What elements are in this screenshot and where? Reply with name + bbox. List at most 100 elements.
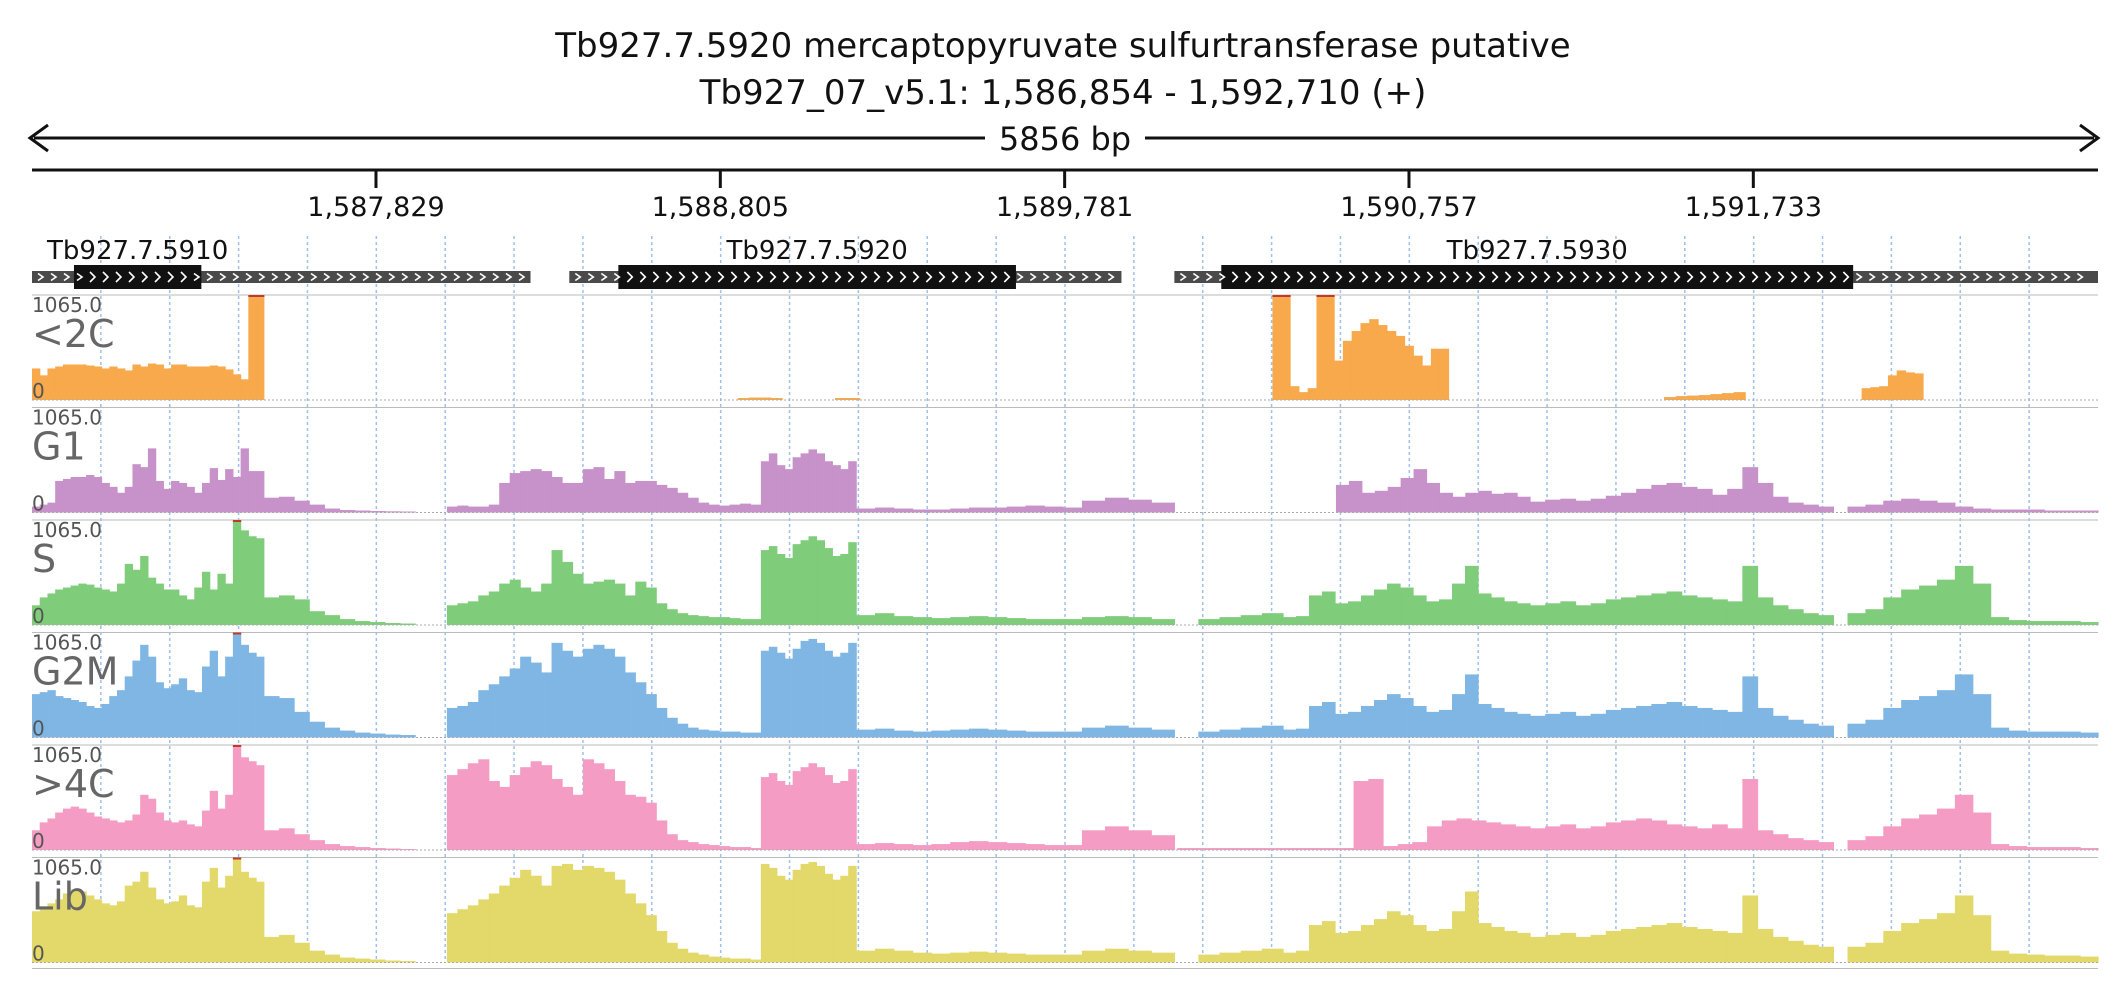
- coverage-bar: [1025, 844, 1045, 850]
- coverage-segment: [1529, 565, 1834, 625]
- coverage-bar: [354, 510, 371, 513]
- strand-chevrons: [37, 271, 526, 283]
- y-min-label: 0: [32, 604, 45, 628]
- coverage-bar: [339, 510, 356, 513]
- coverage-bar: [278, 698, 295, 738]
- coverage-bar: [1818, 725, 1834, 738]
- coverage-bar: [163, 903, 172, 963]
- coverage-bar: [2044, 847, 2063, 850]
- coverage-bar: [729, 504, 741, 513]
- coverage-bar: [708, 730, 720, 738]
- coverage-bar: [509, 473, 521, 513]
- coverage-bar: [541, 672, 553, 738]
- coverage-bar: [1063, 954, 1083, 963]
- coverage-bar: [1727, 601, 1743, 625]
- coverage-bar: [1465, 674, 1479, 738]
- coverage-bar: [614, 656, 626, 738]
- coverage-bar: [478, 506, 490, 513]
- coverage-bar: [2008, 846, 2028, 850]
- coverage-bar: [248, 471, 257, 513]
- coverage-bar: [86, 365, 95, 400]
- coverage-bar: [140, 794, 149, 850]
- coverage-bar: [55, 696, 64, 738]
- ruler-tick-label: 1,588,805: [652, 192, 789, 223]
- coverage-bar: [354, 621, 371, 625]
- coverage-bar: [1990, 509, 2010, 513]
- coverage-bar: [1575, 605, 1592, 625]
- coverage-bar: [1757, 830, 1774, 850]
- coverage-bar: [729, 618, 741, 625]
- coverage-bar: [1361, 705, 1375, 738]
- coverage-segment: [760, 449, 857, 513]
- coverage-bar: [1198, 619, 1221, 625]
- coverage-bar: [824, 461, 833, 513]
- coverage-bar: [603, 478, 615, 513]
- coverage-bar: [1322, 591, 1336, 625]
- coverage-bar: [950, 842, 970, 850]
- coverage-bar: [186, 486, 195, 513]
- coverage-segment: [1081, 826, 1175, 850]
- coverage-bar: [1621, 820, 1637, 850]
- coverage-bar: [1666, 824, 1683, 850]
- coverage-bar: [1529, 936, 1546, 963]
- coverage-bar: [1044, 954, 1064, 963]
- coverage-bar: [1936, 502, 1956, 513]
- coverage-bar: [163, 368, 172, 400]
- ruler-tick-label: 1,587,829: [307, 192, 444, 223]
- coverage-bar: [1803, 944, 1819, 963]
- coverage-bar: [256, 656, 265, 738]
- coverage-bar: [1575, 715, 1592, 738]
- coverage-bar: [1490, 927, 1505, 963]
- coverage-bar: [645, 915, 657, 963]
- coverage-bar: [324, 508, 341, 513]
- coverage-bar: [1696, 707, 1713, 738]
- coverage-bar: [2044, 731, 2063, 738]
- coverage-bar: [499, 482, 511, 513]
- coverage-bar: [2026, 731, 2045, 738]
- coverage-bar: [55, 480, 64, 513]
- coverage-bar: [1954, 895, 1974, 963]
- coverage-bar: [760, 777, 770, 850]
- coverage-segment: [856, 948, 1083, 963]
- track-name-label: S: [32, 537, 56, 581]
- coverage-bar: [1727, 488, 1743, 513]
- coverage-bar: [209, 867, 219, 963]
- coverage-bar: [263, 497, 280, 513]
- coverage-bar: [55, 812, 64, 850]
- coverage-bar: [256, 538, 265, 625]
- coverage-bar: [784, 879, 794, 963]
- coverage-segment: [760, 536, 857, 625]
- coverage-bar: [1772, 834, 1789, 850]
- coverage-bar: [62, 587, 72, 625]
- coverage-bar: [384, 734, 401, 738]
- coverage-bar: [1334, 360, 1344, 400]
- coverage-bar: [1919, 585, 1938, 625]
- track-name-label: >4C: [32, 762, 115, 806]
- coverage-bar: [147, 887, 157, 963]
- coverage-bar: [698, 844, 710, 850]
- coverage-bar: [478, 759, 490, 850]
- coverage-bar: [808, 536, 818, 625]
- coverage-bar: [893, 730, 914, 738]
- coverage-bar: [217, 479, 226, 513]
- coverage-bar: [225, 369, 234, 400]
- coverage-bar: [1560, 498, 1577, 513]
- coverage-bar: [2026, 621, 2045, 625]
- coverage-bar: [109, 905, 118, 963]
- coverage-bar: [232, 374, 242, 400]
- coverage-bar: [1382, 846, 1399, 850]
- coverage-bar: [1861, 388, 1871, 400]
- coverage-bar: [1219, 729, 1242, 738]
- coverage-bar: [656, 603, 668, 625]
- coverage-bar: [1901, 700, 1920, 738]
- coverage-bar: [1296, 950, 1310, 963]
- coverage-bar: [719, 846, 731, 850]
- coverage-bar: [256, 765, 265, 850]
- coverage-bar: [1636, 705, 1652, 738]
- clip-marker: [232, 520, 242, 522]
- coverage-track: 1065.0 0 S: [32, 518, 2099, 628]
- strand-chevrons: [574, 271, 1115, 283]
- coverage-bar: [1742, 467, 1759, 513]
- coverage-bar: [1309, 595, 1323, 625]
- coverage-bar: [1919, 919, 1938, 963]
